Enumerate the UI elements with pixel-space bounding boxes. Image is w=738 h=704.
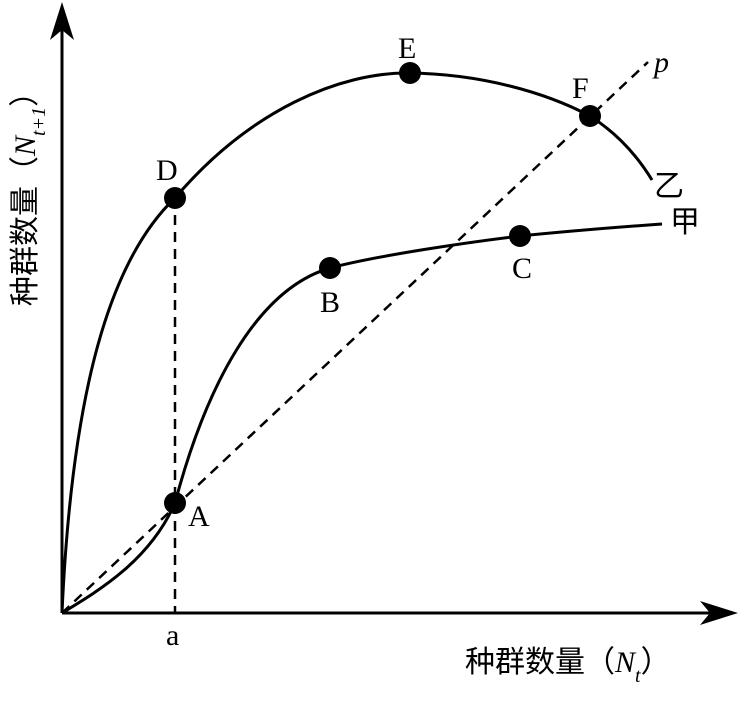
label-C: C [512, 252, 532, 285]
x-axis-arrowhead [700, 601, 738, 625]
point-E [399, 62, 421, 84]
y-axis-arrowhead [50, 2, 74, 40]
point-C [509, 225, 531, 247]
label-D: D [156, 154, 178, 187]
label-A: A [188, 500, 210, 533]
label-E: E [398, 32, 416, 65]
point-F [579, 105, 601, 127]
curve-jia [61, 222, 663, 615]
point-D [164, 187, 186, 209]
point-B [319, 257, 341, 279]
point-A [164, 492, 186, 514]
curve-yi [60, 71, 654, 614]
reference-line-p [61, 61, 649, 614]
x-axis-title: 种群数量（Nt） [465, 646, 671, 687]
x-tick-a: a [166, 619, 179, 652]
label-p: p [652, 46, 669, 79]
label-yi: 乙 [654, 170, 684, 203]
y-axis-title: 种群数量（Nt+1） [9, 77, 50, 306]
label-jia: 甲 [670, 206, 700, 239]
label-F: F [572, 72, 589, 105]
label-B: B [320, 286, 340, 319]
